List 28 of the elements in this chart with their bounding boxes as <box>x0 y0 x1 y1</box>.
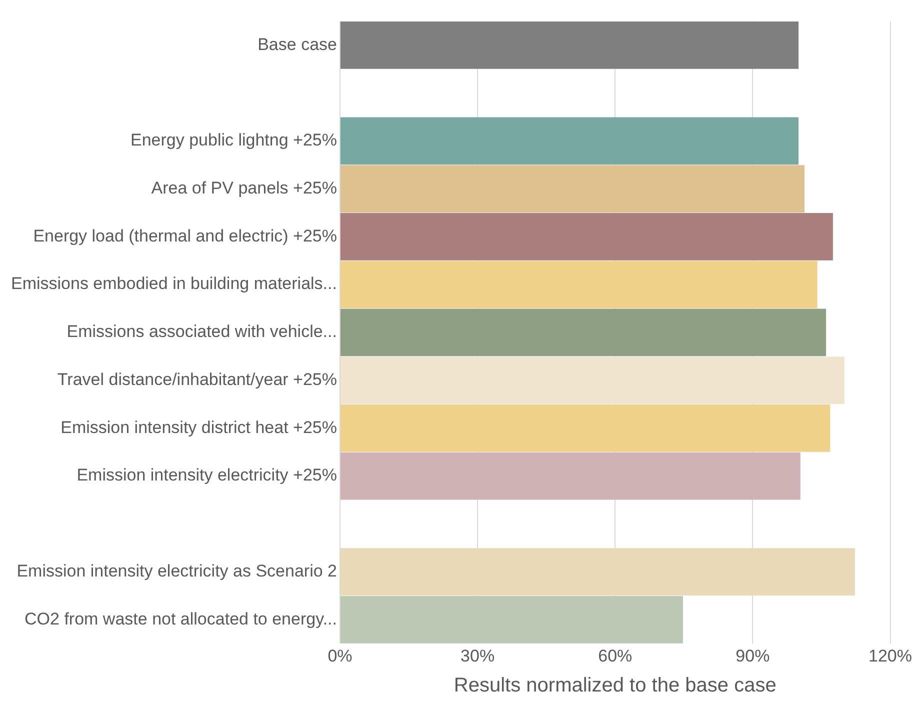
bar <box>340 260 818 308</box>
x-tick-label: 60% <box>598 646 632 666</box>
y-tick-label: Emissions embodied in building materials... <box>10 274 337 294</box>
bar <box>340 404 830 452</box>
x-tick-label: 30% <box>460 646 495 666</box>
y-tick-label: Emission intensity district heat +25% <box>60 418 337 437</box>
y-tick-label: CO2 from waste not allocated to energy... <box>24 609 337 628</box>
x-tick-label: 90% <box>736 646 770 666</box>
bar <box>340 356 844 404</box>
bar <box>340 117 799 165</box>
bar <box>340 165 805 212</box>
bar <box>340 21 799 69</box>
y-tick-label: Area of PV panels +25% <box>151 178 337 198</box>
y-tick-label: Travel distance/inhabitant/year +25% <box>57 370 337 389</box>
y-tick-label: Emission intensity electricity as Scenario 2 <box>16 561 337 580</box>
y-tick-label: Energy load (thermal and electric) +25% <box>33 226 337 246</box>
bar <box>340 308 826 356</box>
y-tick-label: Emissions associated with vehicle... <box>66 322 337 342</box>
x-axis-title: Results normalized to the base case <box>454 674 776 697</box>
bar <box>340 596 683 644</box>
x-tick-label: 0% <box>328 646 352 666</box>
bar <box>340 212 833 260</box>
x-tick-label: 120% <box>868 646 912 666</box>
y-tick-label: Emission intensity electricity +25% <box>76 466 337 485</box>
y-tick-label: Base case <box>258 34 337 54</box>
y-tick-label: Energy public lightng +25% <box>130 130 337 150</box>
bar <box>340 452 800 500</box>
bar <box>340 548 855 596</box>
